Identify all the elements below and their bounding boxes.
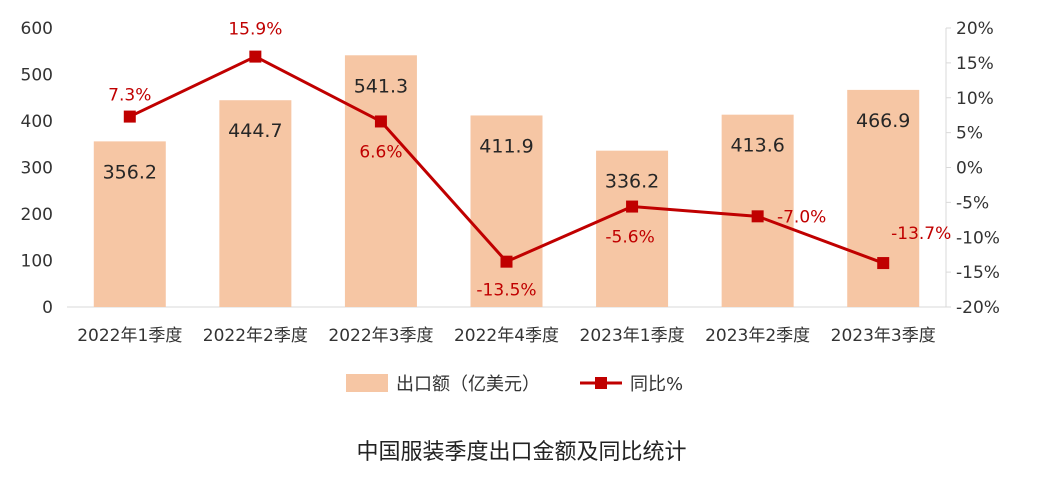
- right-y-axis: -20% -15% -10% -5% 0% 5% 10% 15% 20%: [946, 19, 1000, 318]
- x-tick-label: 2022年4季度: [454, 326, 559, 346]
- line-point: [626, 200, 639, 213]
- legend-bar-label: 出口额（亿美元）: [396, 374, 540, 395]
- x-tick-label: 2023年3季度: [831, 326, 936, 346]
- line-point: [374, 115, 387, 128]
- right-tick-label: 5%: [956, 124, 983, 144]
- bar-data-label: 541.3: [354, 75, 408, 97]
- bar: [470, 115, 543, 308]
- x-tick-label: 2022年3季度: [328, 326, 433, 346]
- bar-data-labels: 356.2 444.7 541.3 411.9 336.2 413.6 466.9: [103, 75, 911, 192]
- line-point: [877, 257, 890, 270]
- x-tick-label: 2023年1季度: [580, 326, 685, 346]
- line-point: [751, 210, 764, 223]
- left-tick-label: 500: [21, 66, 53, 86]
- bar-series: [93, 55, 920, 308]
- left-tick-label: 600: [21, 19, 53, 39]
- line-data-label: 7.3%: [108, 86, 151, 106]
- legend-line-label: 同比%: [630, 374, 683, 395]
- x-axis-labels: 2022年1季度 2022年2季度 2022年3季度 2022年4季度 2023年1季度…: [77, 326, 936, 346]
- chart: 0 100 200 300 400 500 600 -20% -15% -10% -5% 0% 5% 1…: [21, 19, 1000, 395]
- line-series: [123, 50, 890, 270]
- line-data-label: -13.7%: [891, 224, 951, 244]
- bar: [847, 89, 920, 307]
- bar-data-label: 411.9: [479, 135, 533, 157]
- line-data-label: 6.6%: [359, 142, 402, 162]
- right-tick-label: 20%: [956, 19, 994, 39]
- bar-data-label: 336.2: [605, 171, 659, 193]
- bar-data-label: 466.9: [856, 110, 910, 132]
- x-tick-label: 2022年2季度: [203, 326, 308, 346]
- line-point: [500, 255, 513, 268]
- x-tick-label: 2023年2季度: [705, 326, 810, 346]
- right-tick-label: -15%: [956, 263, 1000, 283]
- right-tick-label: -20%: [956, 298, 1000, 318]
- bar-data-label: 356.2: [103, 161, 157, 183]
- legend: 出口额（亿美元） 同比%: [346, 374, 683, 395]
- left-y-axis: 0 100 200 300 400 500 600: [21, 19, 53, 318]
- bar: [93, 141, 166, 307]
- right-tick-label: -5%: [956, 193, 989, 213]
- chart-title: 中国服装季度出口金额及同比统计: [356, 440, 687, 465]
- right-tick-label: 0%: [956, 159, 983, 179]
- line-data-label: 15.9%: [228, 20, 282, 40]
- left-tick-label: 200: [21, 205, 53, 225]
- line-data-labels: 7.3% 15.9% 6.6% -13.5% -5.6% -7.0% -13.7%: [108, 20, 951, 301]
- right-tick-label: -10%: [956, 228, 1000, 248]
- right-tick-label: 15%: [956, 54, 994, 74]
- line-data-label: -7.0%: [777, 207, 826, 227]
- line-data-label: -13.5%: [476, 281, 536, 301]
- left-tick-label: 0: [42, 298, 53, 318]
- bar-data-label: 413.6: [730, 135, 784, 157]
- legend-line-marker: [595, 377, 607, 389]
- bar: [219, 100, 292, 307]
- line-point: [123, 110, 136, 123]
- left-tick-label: 100: [21, 252, 53, 272]
- bar-data-label: 444.7: [228, 120, 282, 142]
- left-tick-label: 400: [21, 112, 53, 132]
- bar: [344, 55, 417, 307]
- line-point: [249, 50, 262, 63]
- x-tick-label: 2022年1季度: [77, 326, 182, 346]
- bar: [596, 150, 669, 307]
- left-tick-label: 300: [21, 159, 53, 179]
- legend-bar-swatch: [346, 374, 388, 392]
- right-tick-label: 10%: [956, 89, 994, 109]
- line-data-label: -5.6%: [605, 228, 654, 248]
